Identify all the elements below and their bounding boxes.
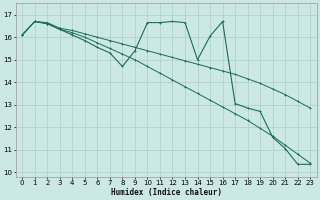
X-axis label: Humidex (Indice chaleur): Humidex (Indice chaleur) bbox=[111, 188, 222, 197]
